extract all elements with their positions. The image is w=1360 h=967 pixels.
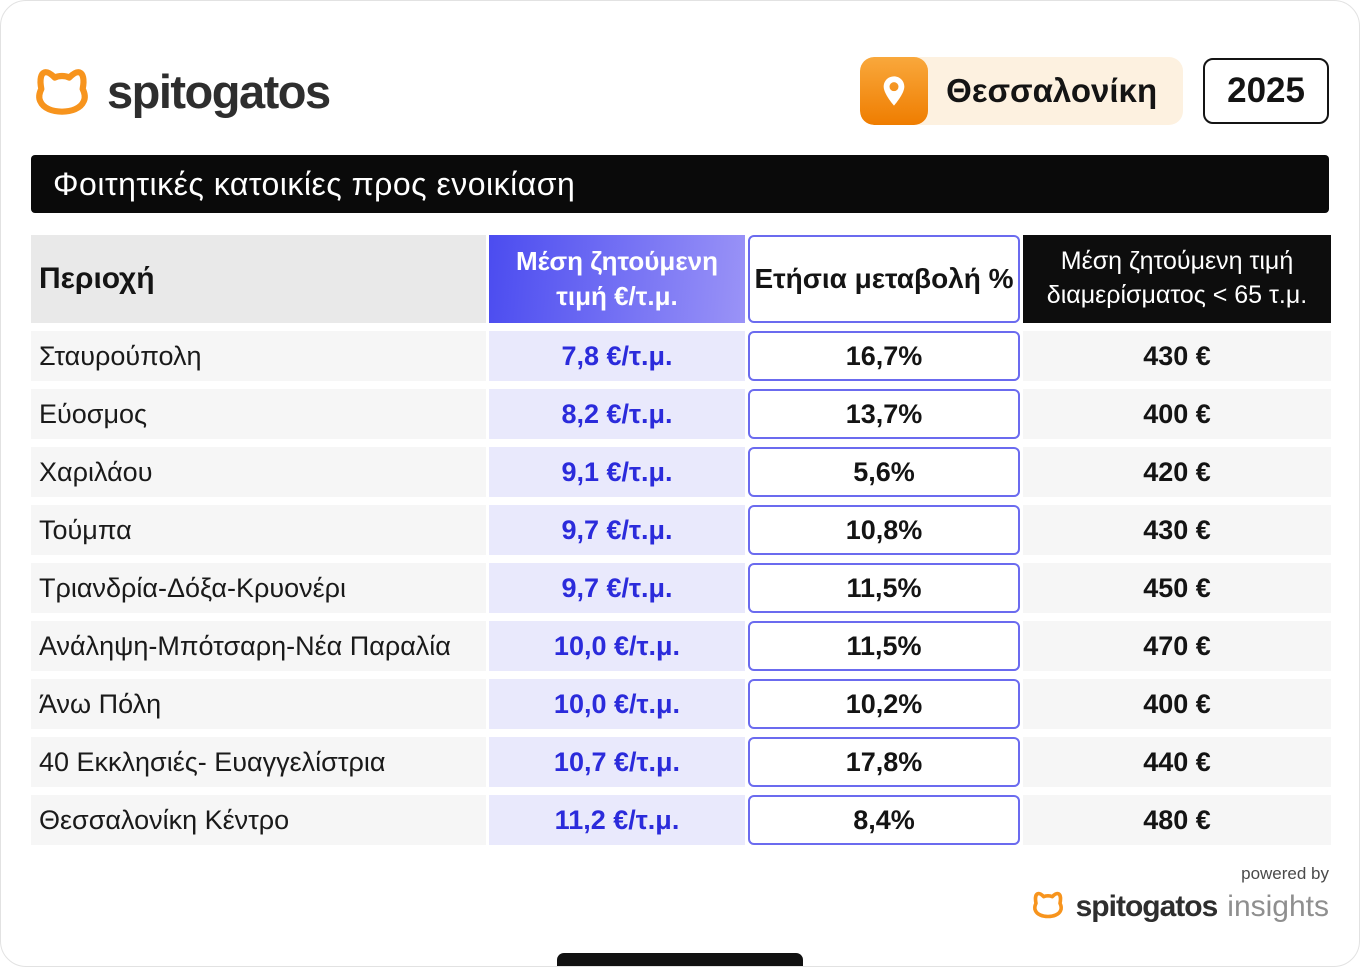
annual-change-value: 11,5%: [748, 563, 1020, 613]
cat-logo-icon-small: [1030, 890, 1066, 924]
table-row: Τριανδρία-Δόξα-Κρυονέρι 9,7 €/τ.μ. 11,5% 45…: [31, 563, 1331, 613]
annual-change-cell: 10,2%: [748, 679, 1020, 729]
annual-change-value: 10,8%: [748, 505, 1020, 555]
annual-change-cell: 11,5%: [748, 563, 1020, 613]
annual-change-cell: 8,4%: [748, 795, 1020, 845]
table-row: Άνω Πόλη 10,0 €/τ.μ. 10,2% 400 €: [31, 679, 1331, 729]
area-name: Άνω Πόλη: [31, 679, 486, 729]
apartment-price: 480 €: [1023, 795, 1331, 845]
table-row: Τούμπα 9,7 €/τ.μ. 10,8% 430 €: [31, 505, 1331, 555]
apartment-price: 420 €: [1023, 447, 1331, 497]
column-header-price: Μέση ζητούμενη τιμή €/τ.μ.: [489, 235, 745, 323]
price-per-sqm: 9,7 €/τ.μ.: [489, 505, 745, 555]
column-header-apartment-price: Μέση ζητούμενη τιμή διαμερίσματος < 65 τ…: [1023, 235, 1331, 323]
top-right-group: Θεσσαλονίκη 2025: [860, 57, 1329, 125]
annual-change-cell: 11,5%: [748, 621, 1020, 671]
column-header-area: Περιοχή: [31, 235, 486, 323]
apartment-price: 400 €: [1023, 389, 1331, 439]
price-per-sqm: 10,0 €/τ.μ.: [489, 621, 745, 671]
annual-change-cell: 13,7%: [748, 389, 1020, 439]
annual-change-value: 5,6%: [748, 447, 1020, 497]
location-label: Θεσσαλονίκη: [946, 72, 1158, 109]
partial-bottom-banner: [557, 953, 803, 966]
price-per-sqm: 9,1 €/τ.μ.: [489, 447, 745, 497]
annual-change-value: 8,4%: [748, 795, 1020, 845]
annual-change-value: 17,8%: [748, 737, 1020, 787]
table-row: Ανάληψη-Μπότσαρη-Νέα Παραλία 10,0 €/τ.μ. 1…: [31, 621, 1331, 671]
annual-change-value: 11,5%: [748, 621, 1020, 671]
annual-change-value: 13,7%: [748, 389, 1020, 439]
top-header: spitogatos Θεσσαλονίκη 2025: [31, 55, 1329, 127]
location-pin-icon: [860, 57, 929, 125]
apartment-price: 440 €: [1023, 737, 1331, 787]
table-row: Σταυρούπολη 7,8 €/τ.μ. 16,7% 430 €: [31, 331, 1331, 381]
table-row: Χαριλάου 9,1 €/τ.μ. 5,6% 420 €: [31, 447, 1331, 497]
page-title: Φοιτητικές κατοικίες προς ενοικίαση: [31, 155, 1329, 213]
spitogatos-logo: spitogatos: [31, 64, 331, 119]
annual-change-cell: 16,7%: [748, 331, 1020, 381]
price-per-sqm: 10,7 €/τ.μ.: [489, 737, 745, 787]
area-name: Τούμπα: [31, 505, 486, 555]
logo-text: spitogatos: [107, 64, 331, 118]
location-badge: Θεσσαλονίκη: [860, 57, 1184, 125]
apartment-price: 400 €: [1023, 679, 1331, 729]
table-row: Εύοσμος 8,2 €/τ.μ. 13,7% 400 €: [31, 389, 1331, 439]
price-per-sqm: 7,8 €/τ.μ.: [489, 331, 745, 381]
area-name: Χαριλάου: [31, 447, 486, 497]
table-row: 40 Εκκλησιές- Ευαγγελίστρια 10,7 €/τ.μ. 17…: [31, 737, 1331, 787]
price-per-sqm: 9,7 €/τ.μ.: [489, 563, 745, 613]
apartment-price: 430 €: [1023, 505, 1331, 555]
area-name: Σταυρούπολη: [31, 331, 486, 381]
apartment-price: 430 €: [1023, 331, 1331, 381]
annual-change-value: 16,7%: [748, 331, 1020, 381]
apartment-price: 470 €: [1023, 621, 1331, 671]
annual-change-cell: 17,8%: [748, 737, 1020, 787]
column-header-annual-change: Ετήσια μεταβολή %: [748, 235, 1020, 323]
apartment-price: 450 €: [1023, 563, 1331, 613]
insights-brand-text: spitogatos: [1075, 890, 1219, 923]
area-name: Θεσσαλονίκη Κέντρο: [31, 795, 486, 845]
area-name: 40 Εκκλησιές- Ευαγγελίστρια: [31, 737, 486, 787]
price-per-sqm: 11,2 €/τ.μ.: [489, 795, 745, 845]
year-badge: 2025: [1203, 58, 1329, 124]
powered-by-label: powered by: [1241, 864, 1329, 883]
area-name: Εύοσμος: [31, 389, 486, 439]
price-per-sqm: 10,0 €/τ.μ.: [489, 679, 745, 729]
annual-change-value: 10,2%: [748, 679, 1020, 729]
insights-footer: powered by spitogatos insights: [1030, 864, 1329, 924]
price-per-sqm: 8,2 €/τ.μ.: [489, 389, 745, 439]
cat-logo-icon: [31, 66, 93, 116]
table-row: Θεσσαλονίκη Κέντρο 11,2 €/τ.μ. 8,4% 480 €: [31, 795, 1331, 845]
area-name: Ανάληψη-Μπότσαρη-Νέα Παραλία: [31, 621, 486, 671]
annual-change-cell: 10,8%: [748, 505, 1020, 555]
prices-table: Περιοχή Μέση ζητούμενη τιμή €/τ.μ. Ετήσι…: [31, 235, 1331, 845]
table-body: Σταυρούπολη 7,8 €/τ.μ. 16,7% 430 € Εύοσμος 8,…: [31, 331, 1331, 845]
insights-word: insights: [1227, 890, 1329, 923]
area-name: Τριανδρία-Δόξα-Κρυονέρι: [31, 563, 486, 613]
annual-change-cell: 5,6%: [748, 447, 1020, 497]
table-header-row: Περιοχή Μέση ζητούμενη τιμή €/τ.μ. Ετήσι…: [31, 235, 1331, 323]
spitogatos-insights-logo: spitogatos insights: [1030, 890, 1329, 924]
